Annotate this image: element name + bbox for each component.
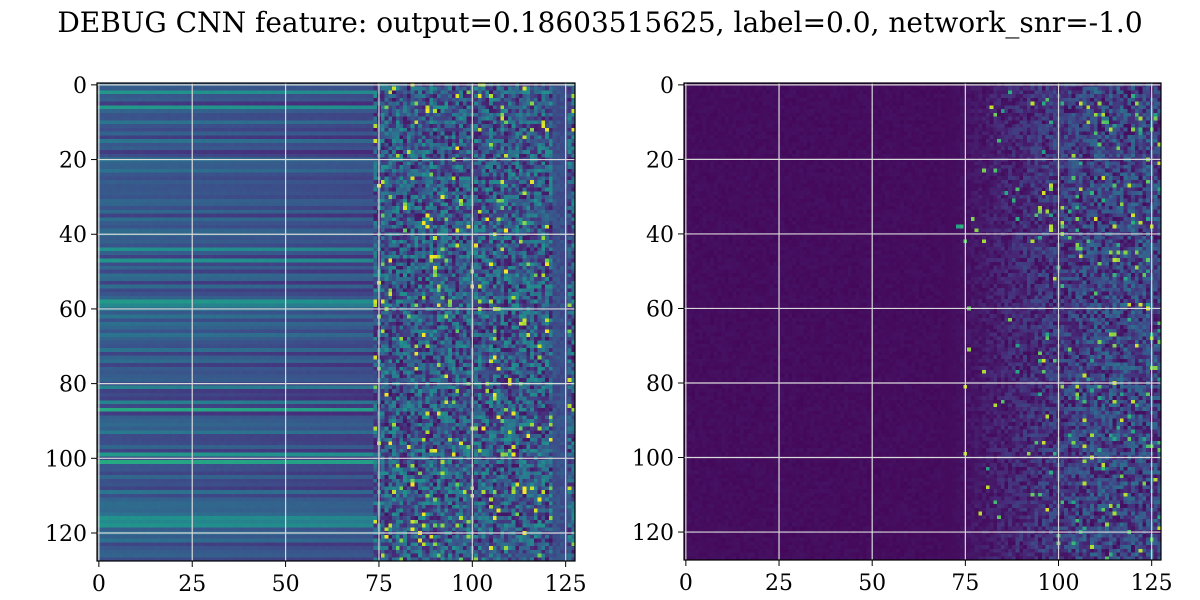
axes-frame (96, 82, 576, 562)
y-tick-label: 100 (45, 447, 87, 472)
x-tick-label: 25 (765, 571, 793, 596)
x-tick-label: 50 (858, 571, 886, 596)
y-tick-label: 20 (59, 149, 87, 174)
y-tick-label: 120 (45, 522, 87, 547)
y-tick-label: 0 (73, 74, 87, 99)
x-tick-label: 125 (1131, 571, 1173, 596)
x-tick-label: 75 (365, 572, 393, 597)
y-tick-label: 60 (59, 298, 87, 323)
y-tick-label: 0 (660, 74, 674, 99)
y-tick-label: 20 (646, 148, 674, 173)
y-tick-label: 40 (59, 223, 87, 248)
x-tick-label: 0 (92, 572, 106, 597)
x-tick-label: 50 (272, 572, 300, 597)
x-tick-label: 100 (451, 572, 493, 597)
x-tick-label: 100 (1038, 571, 1080, 596)
x-tick-label: 0 (679, 571, 693, 596)
y-tick-label: 40 (646, 223, 674, 248)
axes-frame (683, 82, 1162, 561)
heatmap-image (97, 83, 575, 561)
y-tick-label: 120 (632, 521, 674, 546)
figure-title: DEBUG CNN feature: output=0.18603515625,… (57, 6, 1143, 39)
x-tick-label: 75 (951, 571, 979, 596)
x-tick-label: 125 (545, 572, 587, 597)
y-tick-label: 80 (646, 372, 674, 397)
x-tick-label: 25 (178, 572, 206, 597)
y-tick-label: 80 (59, 373, 87, 398)
y-tick-label: 100 (632, 447, 674, 472)
heatmap-image (684, 83, 1161, 560)
y-tick-label: 60 (646, 297, 674, 322)
